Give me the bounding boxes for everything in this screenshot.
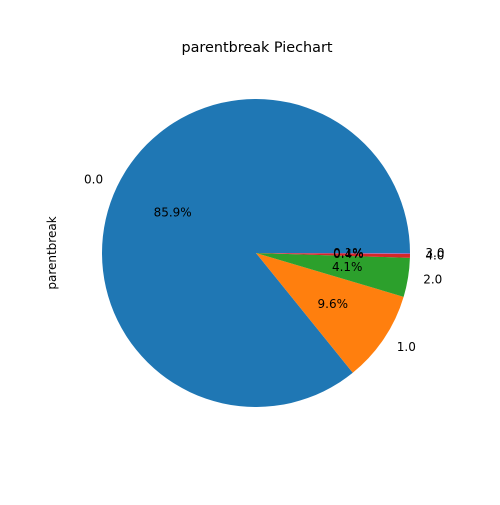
pie-slice-3-0 <box>256 253 410 254</box>
slice-percentage: 85.9% <box>154 206 192 220</box>
slice-label: 2.0 <box>423 272 442 286</box>
slice-label: 1.0 <box>397 340 416 354</box>
chart-title: parentbreak Piechart <box>181 40 332 56</box>
y-axis-label: parentbreak <box>45 216 59 289</box>
slice-label: 4.0 <box>425 249 444 263</box>
pie-slice-2-0 <box>256 253 410 297</box>
pie-slices <box>102 98 410 408</box>
slice-percentage: 4.1% <box>332 260 363 274</box>
pie-slice-4-0 <box>256 253 410 258</box>
slice-label: 3.0 <box>425 246 444 260</box>
pie-slice-1-0 <box>256 253 404 373</box>
slice-label: 0.0 <box>84 172 103 186</box>
slice-percentage: 0.1% <box>333 246 364 260</box>
slice-percentage: 0.4% <box>333 247 364 261</box>
pie-labels: 0.0 85.9% 1.0 9.6% 2.0 4.1% 4.0 0.4% 3.0 0.1% <box>84 172 444 353</box>
slice-percentage: 9.6% <box>318 297 349 311</box>
